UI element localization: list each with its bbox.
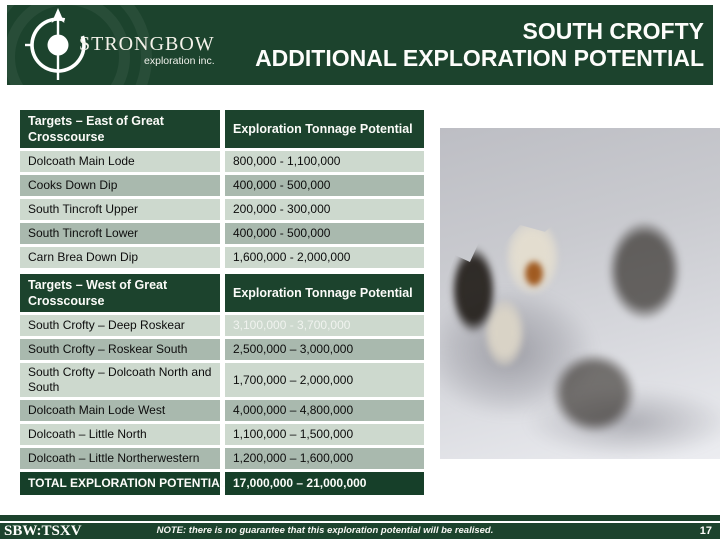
- table-row: South Tincroft Lower 400,000 - 500,000: [20, 223, 424, 244]
- west-table-target-header: Targets – West of Great Crosscourse: [20, 274, 220, 312]
- target-cell: South Crofty – Roskear South: [20, 339, 220, 360]
- tonnage-cell: 400,000 - 500,000: [225, 175, 424, 196]
- table-row: South Crofty – Deep Roskear 3,100,000 - …: [20, 315, 424, 336]
- tonnage-cell: 3,100,000 - 3,700,000: [225, 315, 424, 336]
- table-row: Cooks Down Dip 400,000 - 500,000: [20, 175, 424, 196]
- tonnage-cell: 4,000,000 – 4,800,000: [225, 400, 424, 421]
- logo-wordmark: STRONGBOW exploration inc.: [79, 33, 215, 67]
- tonnage-cell: 1,200,000 – 1,600,000: [225, 448, 424, 469]
- tonnage-cell: 1,600,000 - 2,000,000: [225, 247, 424, 268]
- table-row: South Crofty – Roskear South 2,500,000 –…: [20, 339, 424, 360]
- total-row: TOTAL EXPLORATION POTENTIAL 17,000,000 –…: [20, 472, 424, 495]
- tonnage-cell: 200,000 - 300,000: [225, 199, 424, 220]
- tonnage-cell: 2,500,000 – 3,000,000: [225, 339, 424, 360]
- table-row: Dolcoath – Little Northerwestern 1,200,0…: [20, 448, 424, 469]
- target-cell: Dolcoath Main Lode: [20, 151, 220, 172]
- target-cell: Cooks Down Dip: [20, 175, 220, 196]
- strongbow-compass-icon: [25, 8, 86, 80]
- ticker-label: SBW:TSXV: [4, 523, 82, 539]
- tonnage-cell: 800,000 - 1,100,000: [225, 151, 424, 172]
- page-title-line2: ADDITIONAL EXPLORATION POTENTIAL: [255, 45, 704, 71]
- target-cell: Dolcoath – Little North: [20, 424, 220, 445]
- tonnage-cell: 1,700,000 – 2,000,000: [225, 363, 424, 397]
- exploration-tables: Targets – East of Great Crosscourse Expl…: [20, 110, 424, 498]
- table-row: Dolcoath Main Lode 800,000 - 1,100,000: [20, 151, 424, 172]
- rock-specimen: [443, 200, 720, 445]
- total-label: TOTAL EXPLORATION POTENTIAL: [20, 472, 227, 495]
- target-cell: South Tincroft Upper: [20, 199, 220, 220]
- east-table-target-header: Targets – East of Great Crosscourse: [20, 110, 220, 148]
- target-cell: Dolcoath Main Lode West: [20, 400, 220, 421]
- disclaimer-note: NOTE: there is no guarantee that this ex…: [156, 525, 494, 536]
- mineral-specimen-photo: [440, 128, 720, 459]
- page-title-line1: SOUTH CROFTY: [522, 18, 704, 44]
- tonnage-cell: 1,100,000 – 1,500,000: [225, 424, 424, 445]
- tonnage-cell: 400,000 - 500,000: [225, 223, 424, 244]
- table-row: Carn Brea Down Dip 1,600,000 - 2,000,000: [20, 247, 424, 268]
- target-cell: South Crofty – Dolcoath North and South: [20, 363, 220, 397]
- table-row: South Tincroft Upper 200,000 - 300,000: [20, 199, 424, 220]
- logo-ring-decoration: [7, 5, 152, 85]
- target-cell: Dolcoath – Little Northerwestern: [20, 448, 220, 469]
- west-table-tonnage-header: Exploration Tonnage Potential: [225, 274, 424, 312]
- page-number: 17: [699, 525, 712, 537]
- east-table: Targets – East of Great Crosscourse Expl…: [20, 110, 424, 268]
- total-value: 17,000,000 – 21,000,000: [225, 472, 424, 495]
- footer-divider-bar: [0, 515, 720, 521]
- target-cell: Carn Brea Down Dip: [20, 247, 220, 268]
- table-row: Dolcoath – Little North 1,100,000 – 1,50…: [20, 424, 424, 445]
- east-table-header-row: Targets – East of Great Crosscourse Expl…: [20, 110, 424, 148]
- logo-company-name: STRONGBOW: [79, 33, 215, 55]
- west-table: Targets – West of Great Crosscourse Expl…: [20, 274, 424, 495]
- table-row: Dolcoath Main Lode West 4,000,000 – 4,80…: [20, 400, 424, 421]
- dark-crystal-cluster: [451, 247, 496, 334]
- dark-crystal-cluster: [552, 353, 636, 433]
- east-table-tonnage-header: Exploration Tonnage Potential: [225, 110, 424, 148]
- dark-crystal-cluster: [608, 220, 681, 320]
- slide-header: STRONGBOW exploration inc. SOUTH CROFTY …: [7, 5, 713, 85]
- oxide-spot: [524, 260, 544, 287]
- page-title: SOUTH CROFTY ADDITIONAL EXPLORATION POTE…: [255, 18, 704, 72]
- table-row: South Crofty – Dolcoath North and South …: [20, 363, 424, 397]
- target-cell: South Tincroft Lower: [20, 223, 220, 244]
- target-cell: South Crofty – Deep Roskear: [20, 315, 220, 336]
- west-table-header-row: Targets – West of Great Crosscourse Expl…: [20, 274, 424, 312]
- logo-subtitle: exploration inc.: [144, 55, 215, 67]
- footer-bar: SBW:TSXV NOTE: there is no guarantee tha…: [0, 523, 720, 539]
